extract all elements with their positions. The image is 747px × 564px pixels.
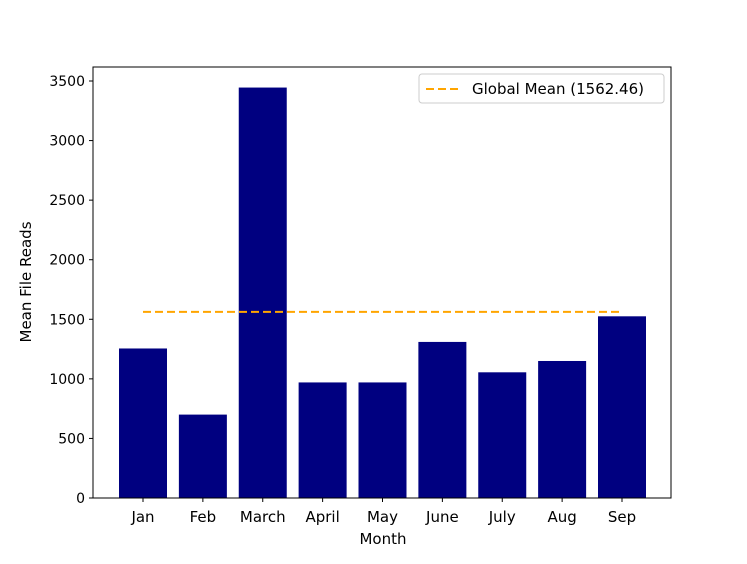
bar-aug	[538, 360, 587, 498]
y-tick-label: 500	[58, 431, 85, 447]
x-axis-label: Month	[359, 530, 406, 548]
x-tick-label: Aug	[547, 508, 576, 526]
legend-box	[418, 73, 665, 104]
y-tick-label: 3500	[49, 74, 85, 90]
y-tick-label: 0	[76, 491, 85, 507]
axes-layer: 0 500 1000 1500 2000 2500 3000 3500 Jan Feb March A…	[49, 66, 672, 526]
x-tick-label: June	[425, 508, 459, 526]
y-tick-label: 1500	[49, 312, 85, 328]
y-tick-label: 1000	[49, 372, 85, 388]
x-tick-label: Feb	[190, 508, 217, 526]
bars-layer	[119, 87, 646, 498]
bar-jan	[119, 348, 167, 498]
x-tick-label: Jan	[130, 508, 154, 526]
y-tick-label: 2500	[49, 193, 85, 209]
bar-july	[478, 372, 527, 498]
bar-feb	[178, 414, 227, 498]
legend-label: Global Mean (1562.46)	[472, 80, 644, 98]
x-tick-label: May	[367, 508, 398, 526]
y-tick-label: 2000	[49, 253, 85, 269]
x-tick-label: Sep	[608, 508, 636, 526]
y-axis-label: Mean File Reads	[17, 221, 35, 342]
x-tick-label: March	[240, 508, 286, 526]
bar-sep	[598, 316, 646, 498]
y-tick-label: 3000	[49, 134, 85, 150]
legend: Global Mean (1562.46)	[418, 73, 665, 104]
bar-june	[418, 341, 467, 498]
x-tick-label: July	[488, 508, 516, 526]
x-tick-label: April	[305, 508, 339, 526]
bar-march	[238, 87, 287, 498]
bar-april	[298, 382, 347, 498]
bar-may	[358, 382, 407, 498]
